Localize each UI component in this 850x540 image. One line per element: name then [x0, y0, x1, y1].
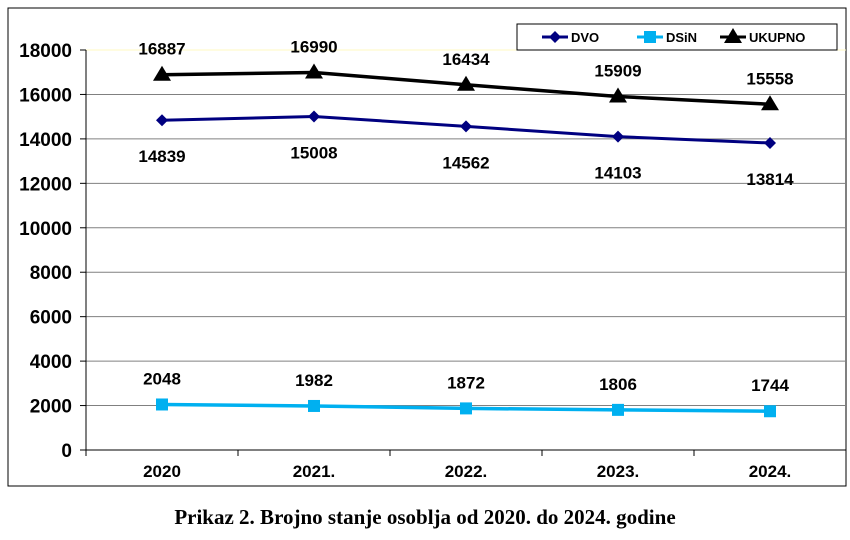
- legend-label-dvo: DVO: [571, 30, 599, 45]
- data-label-ukupno: 15558: [746, 69, 793, 88]
- y-tick-label: 10000: [19, 219, 72, 240]
- data-label-dsin: 1982: [295, 371, 333, 390]
- data-point-ukupno: [305, 63, 323, 79]
- y-tick-label: 8000: [30, 263, 72, 284]
- figure-caption: Prikaz 2. Brojno stanje osoblja od 2020.…: [174, 505, 676, 529]
- data-label-dvo: 15008: [290, 143, 337, 162]
- y-tick-label: 4000: [30, 352, 72, 373]
- legend: [516, 23, 838, 51]
- data-label-dvo: 14562: [442, 153, 489, 172]
- x-tick-label: 2024.: [749, 462, 792, 481]
- line-chart: 0 2000 4000 6000 8000 10000 12000 14000 16000 180…: [7, 7, 847, 487]
- data-label-ukupno: 16434: [442, 50, 490, 69]
- data-point-dvo: [308, 110, 320, 123]
- data-point-ukupno: [609, 87, 627, 103]
- data-point-ukupno: [153, 65, 171, 81]
- legend-marker-dsin: [644, 31, 656, 43]
- x-tick-label: 2023.: [597, 462, 640, 481]
- chart-frame: [7, 7, 847, 487]
- data-point-dvo: [460, 120, 472, 133]
- legend-label-dsin: DSiN: [666, 30, 697, 45]
- x-tick-label: 2021.: [293, 462, 336, 481]
- y-tick-label: 18000: [19, 41, 72, 62]
- data-point-dvo: [764, 137, 776, 150]
- data-point-ukupno: [457, 75, 475, 91]
- data-label-ukupno: 15909: [594, 61, 641, 80]
- y-tick-label: 2000: [30, 397, 72, 418]
- data-point-dsin: [764, 405, 776, 418]
- data-point-dvo: [156, 114, 168, 127]
- data-point-dsin: [156, 398, 168, 411]
- y-tick-label: 16000: [19, 85, 72, 106]
- data-label-dsin: 1806: [599, 375, 637, 394]
- data-point-ukupno: [761, 95, 779, 111]
- y-tick-label: 6000: [30, 308, 72, 329]
- data-label-dvo: 13814: [746, 170, 794, 189]
- x-tick-label: 2020: [143, 462, 181, 481]
- data-point-dsin: [612, 403, 624, 416]
- data-label-dsin: 1744: [751, 376, 789, 395]
- data-point-dvo: [612, 130, 624, 143]
- legend-marker-ukupno: [724, 28, 742, 43]
- data-label-ukupno: 16990: [290, 37, 337, 56]
- data-label-ukupno: 16887: [138, 40, 185, 59]
- y-tick-label: 14000: [19, 130, 72, 151]
- data-label-dsin: 1872: [447, 373, 485, 392]
- legend-marker-dvo: [549, 31, 561, 43]
- data-label-dsin: 2048: [143, 369, 181, 388]
- data-point-dsin: [308, 399, 320, 412]
- data-label-dvo: 14103: [594, 164, 641, 183]
- y-tick-label: 12000: [19, 174, 72, 195]
- y-tick-label: 0: [61, 441, 72, 462]
- data-point-dsin: [460, 402, 472, 415]
- x-tick-label: 2022.: [445, 462, 488, 481]
- data-label-dvo: 14839: [138, 147, 185, 166]
- legend-label-ukupno: UKUPNO: [749, 30, 805, 45]
